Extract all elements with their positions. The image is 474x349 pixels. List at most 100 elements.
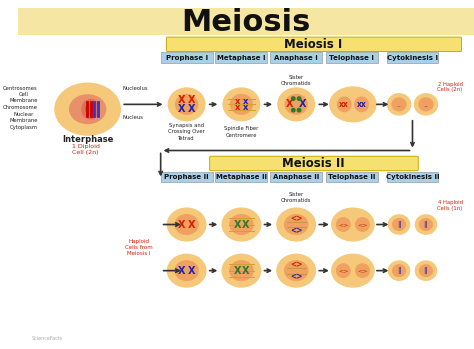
Ellipse shape — [419, 265, 432, 276]
Ellipse shape — [175, 261, 198, 281]
Ellipse shape — [55, 83, 120, 135]
Ellipse shape — [337, 218, 350, 231]
Text: X: X — [299, 99, 307, 109]
Ellipse shape — [285, 261, 308, 281]
FancyBboxPatch shape — [166, 37, 462, 52]
Ellipse shape — [278, 88, 314, 121]
Text: Cytokinesis I: Cytokinesis I — [387, 55, 438, 61]
Ellipse shape — [167, 208, 206, 241]
Ellipse shape — [332, 254, 374, 287]
FancyBboxPatch shape — [386, 172, 438, 182]
Ellipse shape — [337, 97, 351, 112]
Ellipse shape — [392, 265, 405, 276]
Text: Cell
Membrane: Cell Membrane — [9, 92, 37, 103]
Text: <>: <> — [290, 272, 302, 281]
Text: xx: xx — [356, 100, 366, 109]
Text: Meiosis: Meiosis — [182, 8, 311, 37]
Ellipse shape — [415, 215, 437, 234]
Ellipse shape — [285, 215, 308, 234]
Ellipse shape — [70, 95, 106, 124]
Text: Nuclear
Membrane: Nuclear Membrane — [9, 112, 37, 123]
Text: Haploid
Cells from
Meiosis I: Haploid Cells from Meiosis I — [125, 239, 153, 256]
Ellipse shape — [222, 254, 261, 287]
FancyBboxPatch shape — [326, 172, 378, 182]
Text: Meiosis I: Meiosis I — [284, 38, 343, 51]
Ellipse shape — [356, 218, 369, 231]
FancyBboxPatch shape — [210, 156, 418, 171]
FancyBboxPatch shape — [386, 52, 438, 63]
Text: x: x — [243, 97, 248, 106]
Text: Cytokinesis II: Cytokinesis II — [386, 174, 439, 180]
Text: Spindle Fiber: Spindle Fiber — [224, 126, 259, 131]
Text: Cytoplasm: Cytoplasm — [9, 125, 37, 130]
Ellipse shape — [222, 208, 261, 241]
Text: ||: || — [424, 267, 428, 274]
FancyBboxPatch shape — [270, 52, 322, 63]
Text: x: x — [235, 97, 240, 106]
Ellipse shape — [230, 215, 253, 234]
Ellipse shape — [86, 104, 95, 114]
Text: Nucleus: Nucleus — [122, 115, 143, 120]
FancyBboxPatch shape — [326, 52, 378, 63]
Ellipse shape — [414, 94, 438, 115]
Text: <>: <> — [290, 226, 302, 235]
Text: ||: || — [424, 221, 428, 228]
Text: ..: .. — [423, 100, 428, 109]
Ellipse shape — [168, 88, 205, 121]
Text: Nucleolus: Nucleolus — [122, 86, 148, 90]
Text: Anaphase II: Anaphase II — [273, 174, 319, 180]
Ellipse shape — [389, 261, 410, 280]
Text: xx: xx — [339, 100, 349, 109]
Ellipse shape — [176, 95, 198, 114]
Text: <>: <> — [290, 214, 302, 223]
Ellipse shape — [82, 99, 99, 119]
Circle shape — [297, 109, 301, 112]
Text: ScienceFacts: ScienceFacts — [32, 336, 63, 341]
Text: <>: <> — [338, 268, 348, 273]
Text: 4 Haploid
Cells (1n): 4 Haploid Cells (1n) — [438, 200, 463, 211]
Text: <>: <> — [357, 268, 368, 273]
Text: Synapsis and
Crossing Over: Synapsis and Crossing Over — [168, 123, 205, 134]
Circle shape — [292, 109, 295, 112]
Ellipse shape — [388, 94, 410, 115]
FancyBboxPatch shape — [18, 8, 474, 35]
Ellipse shape — [285, 95, 307, 114]
Ellipse shape — [392, 98, 406, 111]
Text: Meiosis II: Meiosis II — [282, 157, 345, 170]
Text: X: X — [178, 104, 185, 114]
Text: X: X — [178, 266, 185, 276]
Ellipse shape — [277, 208, 315, 241]
Text: X: X — [178, 95, 185, 105]
Circle shape — [297, 97, 301, 100]
Text: <>: <> — [290, 260, 302, 269]
Ellipse shape — [230, 95, 252, 114]
Circle shape — [292, 97, 295, 100]
Ellipse shape — [332, 208, 374, 241]
Text: Centromere: Centromere — [226, 133, 257, 138]
Ellipse shape — [356, 264, 369, 277]
Text: X: X — [188, 266, 195, 276]
Text: X: X — [188, 95, 195, 105]
Text: Prophase I: Prophase I — [165, 55, 208, 61]
Text: ||: || — [397, 221, 401, 228]
Text: Telophase II: Telophase II — [328, 174, 375, 180]
FancyBboxPatch shape — [216, 172, 267, 182]
Text: X: X — [234, 220, 241, 230]
Text: X: X — [286, 99, 293, 109]
Text: Telophase I: Telophase I — [329, 55, 374, 61]
Text: Sister
Chromatids: Sister Chromatids — [281, 192, 311, 203]
FancyBboxPatch shape — [161, 172, 212, 182]
Text: X: X — [188, 220, 195, 230]
FancyBboxPatch shape — [18, 35, 474, 344]
Text: X: X — [234, 266, 241, 276]
Ellipse shape — [277, 254, 315, 287]
Ellipse shape — [337, 264, 350, 277]
Text: Prophase II: Prophase II — [164, 174, 209, 180]
Ellipse shape — [419, 219, 432, 230]
Ellipse shape — [167, 254, 206, 287]
Text: Tetrad: Tetrad — [178, 135, 195, 141]
Text: Centrosomes: Centrosomes — [3, 86, 37, 90]
FancyBboxPatch shape — [161, 52, 212, 63]
Ellipse shape — [392, 219, 405, 230]
Ellipse shape — [355, 97, 368, 112]
